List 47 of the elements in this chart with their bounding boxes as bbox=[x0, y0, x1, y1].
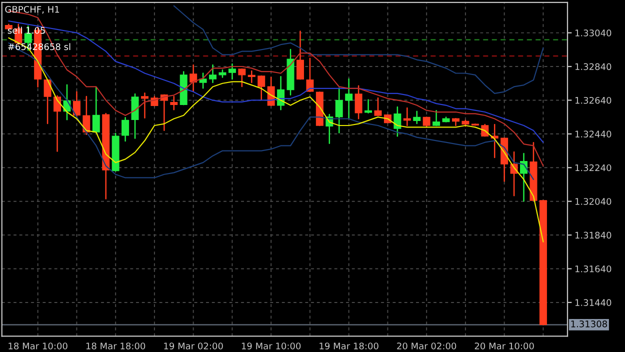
y-tick-label: 1.33040 bbox=[575, 30, 612, 36]
candlestick bbox=[72, 91, 80, 118]
candlestick bbox=[374, 97, 382, 116]
line-series bbox=[8, 20, 544, 143]
candlestick bbox=[422, 116, 430, 128]
candlestick bbox=[54, 95, 62, 152]
x-tick-label: 20 Mar 02:00 bbox=[397, 342, 456, 350]
candlestick bbox=[403, 107, 411, 126]
candlestick bbox=[394, 106, 402, 137]
ref-line-label: 1.31308 bbox=[571, 320, 607, 328]
y-tick-label: 1.31840 bbox=[575, 232, 612, 239]
candlestick bbox=[306, 58, 314, 92]
line-series bbox=[173, 5, 544, 94]
candlestick bbox=[140, 92, 148, 119]
x-tick-label: 20 Mar 10:00 bbox=[474, 342, 534, 350]
candlestick bbox=[199, 72, 207, 89]
x-tick-label: 19 Mar 18:00 bbox=[320, 342, 378, 350]
y-tick-label: 1.31440 bbox=[575, 299, 612, 306]
candlestick bbox=[354, 85, 362, 120]
chart-title: GBPCHF, H1 bbox=[5, 6, 60, 14]
candlestick bbox=[170, 96, 178, 110]
candlestick bbox=[413, 110, 421, 124]
candlestick bbox=[190, 64, 198, 92]
candlestick bbox=[335, 87, 343, 134]
x-tick-label: 18 Mar 10:00 bbox=[8, 342, 68, 350]
x-tick-label: 18 Mar 18:00 bbox=[86, 342, 146, 350]
candlestick bbox=[44, 79, 52, 124]
x-tick-label: 19 Mar 02:00 bbox=[164, 342, 223, 350]
y-tick-label: 1.32640 bbox=[575, 96, 612, 104]
candlestick bbox=[82, 96, 90, 136]
candlestick bbox=[209, 64, 217, 84]
y-tick-label: 1.31640 bbox=[575, 265, 612, 272]
y-tick-label: 1.32840 bbox=[575, 63, 612, 70]
candlestick bbox=[238, 68, 246, 88]
y-tick-label: 1.32240 bbox=[575, 164, 612, 172]
candlestick bbox=[345, 78, 353, 119]
candlestick bbox=[258, 75, 266, 100]
y-tick-label: 1.32040 bbox=[575, 198, 612, 205]
y-tick-label: 1.32440 bbox=[575, 130, 612, 138]
candlestick bbox=[131, 93, 139, 139]
x-tick-label: 19 Mar 10:00 bbox=[242, 342, 301, 350]
candlestick bbox=[122, 116, 130, 142]
candlestick bbox=[432, 110, 440, 126]
candlestick bbox=[92, 86, 100, 134]
candlestick bbox=[248, 70, 256, 84]
candlestick bbox=[296, 30, 304, 80]
candlestick bbox=[228, 63, 236, 80]
